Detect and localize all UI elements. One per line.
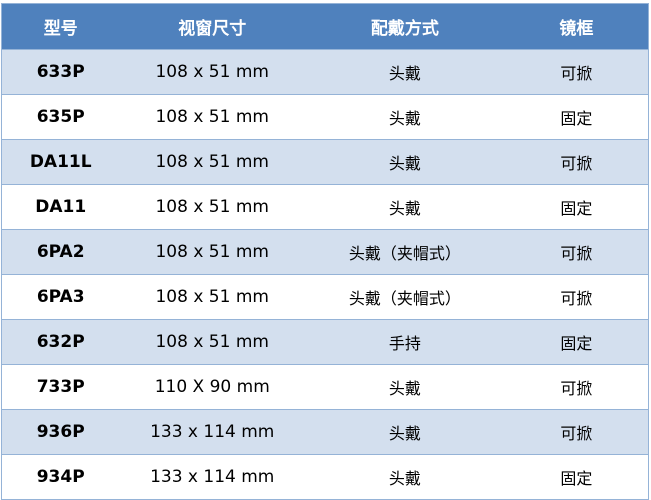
cell-model: 6PA2 bbox=[1, 229, 120, 275]
table-row: 6PA3 108 x 51 mm 头戴（夹帽式） 可掀 bbox=[1, 274, 649, 320]
cell-window-size: 133 x 114 mm bbox=[119, 409, 306, 455]
cell-frame: 可掀 bbox=[504, 364, 649, 410]
header-wearing-mode: 配戴方式 bbox=[305, 3, 505, 50]
cell-frame: 可掀 bbox=[504, 139, 649, 185]
header-frame: 镜框 bbox=[504, 3, 649, 50]
header-model: 型号 bbox=[1, 3, 120, 50]
cell-window-size: 108 x 51 mm bbox=[119, 229, 306, 275]
cell-window-size: 108 x 51 mm bbox=[119, 274, 306, 320]
cell-window-size: 133 x 114 mm bbox=[119, 454, 306, 500]
cell-model: 934P bbox=[1, 454, 120, 500]
cell-wearing-mode: 头戴 bbox=[305, 409, 505, 455]
cell-wearing-mode: 头戴 bbox=[305, 49, 505, 95]
cell-wearing-mode: 头戴 bbox=[305, 94, 505, 140]
cell-model: 936P bbox=[1, 409, 120, 455]
cell-frame: 可掀 bbox=[504, 49, 649, 95]
cell-frame: 固定 bbox=[504, 319, 649, 365]
cell-wearing-mode: 头戴（夹帽式） bbox=[305, 274, 505, 320]
table-row: 733P 110 X 90 mm 头戴 可掀 bbox=[1, 364, 649, 410]
table-row: 936P 133 x 114 mm 头戴 可掀 bbox=[1, 409, 649, 455]
cell-wearing-mode: 头戴 bbox=[305, 184, 505, 230]
cell-model: DA11L bbox=[1, 139, 120, 185]
cell-window-size: 108 x 51 mm bbox=[119, 139, 306, 185]
cell-window-size: 108 x 51 mm bbox=[119, 94, 306, 140]
table-row: DA11 108 x 51 mm 头戴 固定 bbox=[1, 184, 649, 230]
cell-wearing-mode: 头戴 bbox=[305, 364, 505, 410]
cell-frame: 固定 bbox=[504, 454, 649, 500]
cell-wearing-mode: 头戴 bbox=[305, 139, 505, 185]
cell-frame: 固定 bbox=[504, 94, 649, 140]
cell-window-size: 108 x 51 mm bbox=[119, 49, 306, 95]
cell-wearing-mode: 手持 bbox=[305, 319, 505, 365]
header-row: 型号 视窗尺寸 配戴方式 镜框 bbox=[1, 3, 649, 50]
cell-model: DA11 bbox=[1, 184, 120, 230]
header-window-size: 视窗尺寸 bbox=[119, 3, 306, 50]
cell-frame: 固定 bbox=[504, 184, 649, 230]
cell-wearing-mode: 头戴 bbox=[305, 454, 505, 500]
table-row: 635P 108 x 51 mm 头戴 固定 bbox=[1, 94, 649, 140]
cell-model: 635P bbox=[1, 94, 120, 140]
cell-wearing-mode: 头戴（夹帽式） bbox=[305, 229, 505, 275]
table-row: 6PA2 108 x 51 mm 头戴（夹帽式） 可掀 bbox=[1, 229, 649, 275]
cell-frame: 可掀 bbox=[504, 409, 649, 455]
cell-window-size: 108 x 51 mm bbox=[119, 319, 306, 365]
cell-model: 633P bbox=[1, 49, 120, 95]
cell-model: 6PA3 bbox=[1, 274, 120, 320]
table-row: 632P 108 x 51 mm 手持 固定 bbox=[1, 319, 649, 365]
cell-model: 632P bbox=[1, 319, 120, 365]
table-row: 633P 108 x 51 mm 头戴 可掀 bbox=[1, 49, 649, 95]
cell-window-size: 108 x 51 mm bbox=[119, 184, 306, 230]
cell-window-size: 110 X 90 mm bbox=[119, 364, 306, 410]
product-table: 型号 视窗尺寸 配戴方式 镜框 633P 108 x 51 mm 头戴 可掀 635P 1… bbox=[1, 3, 649, 500]
table-row: DA11L 108 x 51 mm 头戴 可掀 bbox=[1, 139, 649, 185]
cell-frame: 可掀 bbox=[504, 274, 649, 320]
table-row: 934P 133 x 114 mm 头戴 固定 bbox=[1, 454, 649, 500]
cell-frame: 可掀 bbox=[504, 229, 649, 275]
cell-model: 733P bbox=[1, 364, 120, 410]
